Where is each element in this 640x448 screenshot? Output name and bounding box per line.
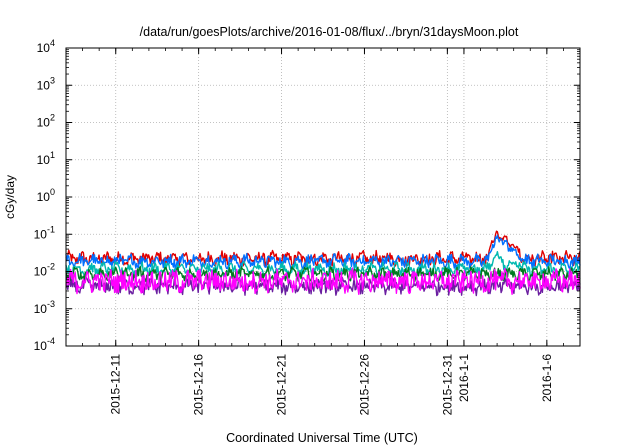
grid bbox=[66, 48, 580, 346]
y-tick-label: 10-3 bbox=[34, 299, 55, 316]
plot-frame bbox=[65, 47, 581, 347]
series-line-2 bbox=[65, 234, 581, 270]
y-axis-label: cGy/day bbox=[3, 175, 17, 219]
y-tick-label: 101 bbox=[37, 150, 55, 167]
series-line-3 bbox=[65, 251, 581, 278]
series-group bbox=[65, 230, 581, 297]
y-tick-label: 10-1 bbox=[34, 224, 55, 241]
y-axis: 10-4 10-3 10-2 10-1 100 101 102 103 104 bbox=[34, 38, 580, 353]
x-tick-label: 2015-12-11 bbox=[109, 354, 123, 415]
y-tick-label: 104 bbox=[37, 38, 55, 55]
x-tick-label: 2016-1-1 bbox=[457, 354, 471, 402]
x-tick-label: 2015-12-21 bbox=[275, 354, 289, 416]
x-tick-label: 2015-12-31 bbox=[440, 354, 454, 416]
x-tick-label: 2016-1-6 bbox=[540, 354, 554, 402]
series-line-1 bbox=[65, 230, 581, 268]
chart-title: /data/run/goesPlots/archive/2016-01-08/f… bbox=[140, 25, 519, 39]
y-tick-label: 100 bbox=[37, 187, 55, 204]
x-axis-label: Coordinated Universal Time (UTC) bbox=[226, 431, 418, 445]
y-tick-label: 102 bbox=[37, 113, 55, 130]
y-tick-label: 103 bbox=[37, 75, 55, 92]
x-tick-label: 2015-12-26 bbox=[357, 354, 371, 416]
y-tick-label: 10-4 bbox=[34, 336, 55, 353]
x-tick-label: 2015-12-16 bbox=[192, 354, 206, 416]
series-line-6 bbox=[65, 267, 581, 295]
x-axis: 2015-12-11 2015-12-16 2015-12-21 2015-12-26… bbox=[82, 48, 564, 416]
y-tick-label: 10-2 bbox=[34, 262, 55, 279]
